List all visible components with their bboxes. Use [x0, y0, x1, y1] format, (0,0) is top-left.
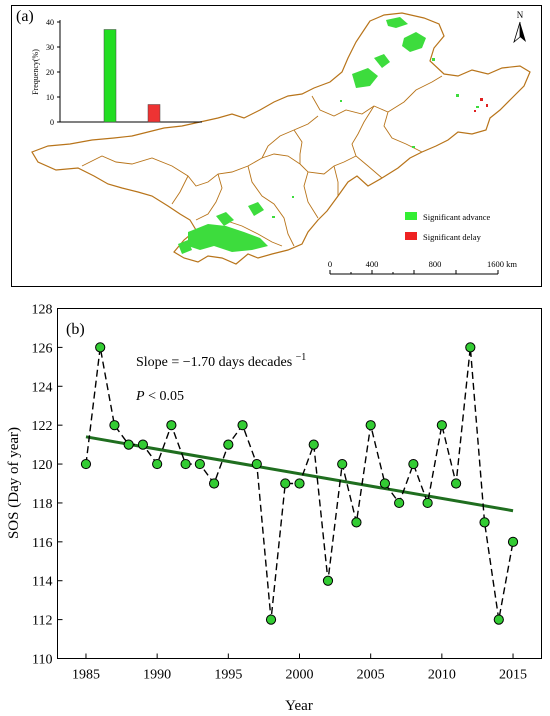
- x-tick-label: 1990: [143, 668, 171, 683]
- sos-point-1988: [123, 439, 134, 450]
- map-legend: Significant advance Significant delay: [405, 212, 490, 242]
- x-tick-label: 1985: [72, 668, 100, 683]
- scale-tick-1600: 1600 km: [487, 259, 517, 269]
- sos-point-2005: [365, 420, 376, 431]
- sos-point-2003: [337, 458, 348, 470]
- advance-areas: [178, 17, 479, 254]
- x-tick-label: 2005: [357, 668, 385, 683]
- scale-tick-0: 0: [328, 259, 332, 269]
- y-tick-label: 118: [32, 497, 52, 512]
- y-tick-label: 116: [32, 536, 52, 551]
- sos-point-2004: [351, 517, 362, 528]
- sos-point-2008: [408, 458, 419, 470]
- x-tick-label: 1995: [214, 668, 242, 683]
- y-tick-label: 124: [32, 380, 53, 395]
- legend-swatch-delay: [405, 232, 417, 240]
- panel-a-label: (a): [16, 8, 34, 25]
- sos-point-2000: [294, 478, 305, 489]
- y-tick-label: 126: [32, 341, 53, 356]
- sos-point-1999: [280, 478, 291, 489]
- y-axis: 110 112 114 116 118 120 122 124 126 128: [32, 303, 63, 668]
- north-label: N: [517, 10, 524, 20]
- inset-ytick-label: 10: [46, 93, 54, 102]
- sos-point-2009: [422, 497, 433, 509]
- y-tick-label: 114: [32, 575, 52, 590]
- sos-point-2010: [436, 420, 447, 431]
- sos-series-line: [85, 347, 514, 620]
- y-tick-label: 128: [32, 303, 53, 318]
- map-svg: 0 10 20 30 40 Frequency(%) N Significant adv…: [31, 10, 531, 275]
- north-arrow-icon: N: [513, 10, 526, 44]
- sos-point-1993: [194, 458, 205, 470]
- inset-ylabel: Frequency(%): [31, 49, 40, 95]
- x-tick-label: 2000: [286, 668, 314, 683]
- sos-point-1994: [208, 478, 220, 489]
- sos-point-1986: [95, 342, 106, 353]
- scale-tick-400: 400: [366, 259, 379, 269]
- inset-bar-1: [147, 104, 161, 123]
- region-outline: [31, 12, 531, 265]
- y-tick-label: 112: [32, 614, 52, 629]
- delay-areas: [474, 98, 488, 112]
- sos-point-2011: [450, 478, 462, 489]
- inset-bar-0: [103, 29, 117, 123]
- slope-annotation: Slope = −1.70 days decades −1: [136, 352, 306, 370]
- p-value-annotation: P < 0.05: [135, 389, 184, 404]
- y-tick-label: 120: [32, 458, 53, 473]
- sos-point-2001: [308, 439, 319, 450]
- province-boundaries: [81, 75, 443, 247]
- sos-point-2012: [465, 342, 476, 353]
- sos-point-2002: [322, 575, 334, 586]
- y-tick-label: 122: [32, 419, 53, 434]
- panel-b-label: (b): [66, 321, 85, 338]
- sos-point-1995: [223, 439, 234, 450]
- sos-point-1989: [137, 439, 149, 450]
- plot-frame: [57, 308, 542, 659]
- inset-ytick-label: 20: [46, 68, 54, 77]
- inset-ytick-label: 0: [50, 118, 54, 127]
- sos-point-2007: [394, 497, 405, 509]
- inset-bar-chart: 0 10 20 30 40 Frequency(%): [31, 18, 202, 127]
- scale-bar: 0 400 800 1600 km: [328, 259, 517, 275]
- sos-point-1998: [265, 614, 277, 625]
- sos-point-1985: [80, 458, 92, 470]
- sos-point-2006: [379, 478, 391, 489]
- x-axis-label: Year: [285, 698, 313, 714]
- sos-point-2015: [507, 536, 519, 547]
- sos-point-1997: [251, 458, 262, 470]
- scale-tick-800: 800: [429, 259, 442, 269]
- sos-point-1987: [109, 420, 120, 431]
- sos-point-2014: [493, 614, 504, 625]
- legend-swatch-advance: [405, 212, 417, 220]
- legend-label-advance: Significant advance: [423, 212, 490, 222]
- inset-ytick-label: 30: [46, 43, 54, 52]
- x-axis: 1985 1990 1995 2000 2005 2010 2015: [72, 653, 527, 683]
- sos-point-2013: [479, 517, 490, 528]
- sos-point-1996: [237, 420, 248, 431]
- y-axis-label: SOS (Day of year): [6, 427, 22, 539]
- x-tick-label: 2015: [499, 668, 527, 683]
- legend-label-delay: Significant delay: [423, 232, 482, 242]
- trend-line: [85, 435, 514, 513]
- sos-point-1990: [152, 458, 163, 470]
- y-tick-label: 110: [32, 653, 52, 668]
- sos-point-1991: [166, 420, 177, 431]
- inset-ytick-label: 40: [46, 18, 54, 27]
- map-panel: (a): [11, 5, 542, 287]
- x-tick-label: 2010: [428, 668, 456, 683]
- sos-point-1992: [180, 458, 191, 470]
